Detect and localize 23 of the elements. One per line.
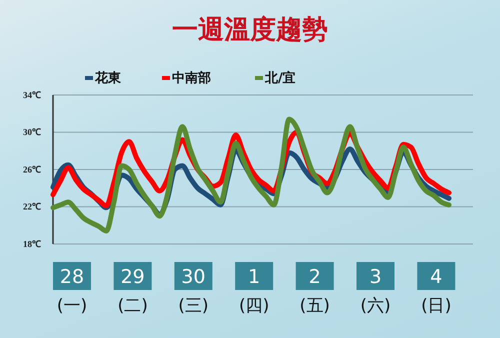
text: (五) [300, 296, 330, 316]
text: 1 [248, 266, 260, 288]
text: 3 [369, 266, 382, 288]
y-tick-label: 34℃ [23, 90, 41, 100]
text: (三) [178, 296, 209, 316]
text: (四) [238, 296, 270, 316]
text: (六) [360, 296, 391, 316]
legend-label: 花東 [94, 71, 122, 86]
legend-label: 中南部 [172, 70, 211, 86]
y-tick-label: 18℃ [23, 238, 41, 249]
text: 30 [181, 266, 206, 288]
text: (一) [56, 296, 88, 316]
text: (日) [421, 296, 452, 316]
legend-label: 北/宜 [264, 70, 296, 86]
text: 4 [430, 266, 442, 288]
y-tick-label: 22℃ [23, 202, 41, 212]
text: 28 [60, 266, 84, 288]
y-tick-label: 30℃ [23, 127, 41, 138]
text: 2 [308, 266, 321, 288]
y-tick-label: 26℃ [23, 164, 41, 174]
chart-title: 一週溫度趨勢 [172, 15, 328, 45]
text: (二) [118, 296, 148, 316]
text: 29 [120, 266, 145, 288]
